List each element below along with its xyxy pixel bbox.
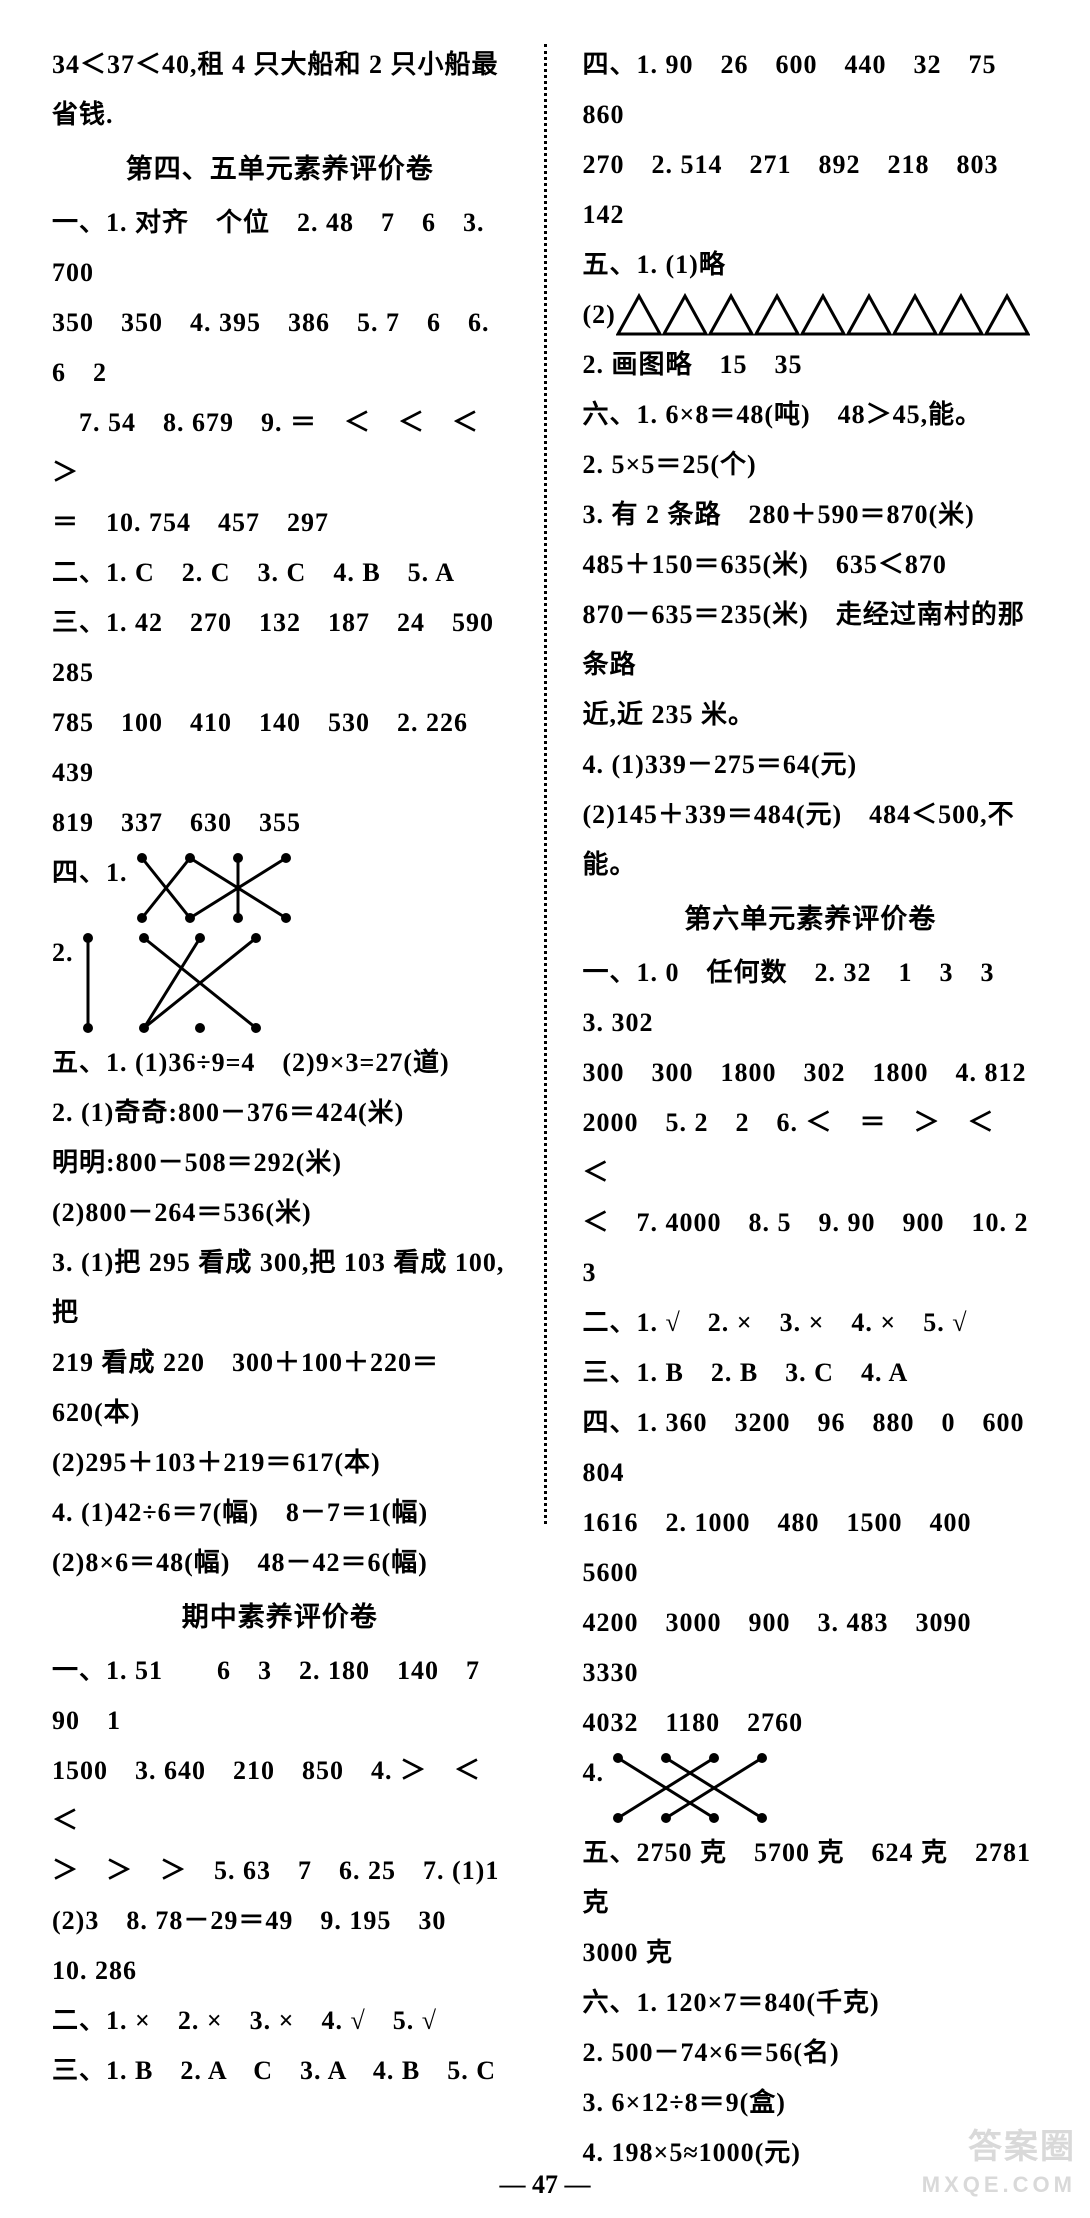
watermark: 答案圈 MXQE.COM — [922, 2128, 1076, 2204]
text-line: ＞ ＞ ＞ 5. 63 7 6. 25 7. (1)1 — [52, 1846, 508, 1896]
text-line: 近,近 235 米。 — [583, 690, 1039, 740]
text-line: ＜ 7. 4000 8. 5 9. 90 900 10. 2 3 — [583, 1198, 1039, 1298]
diagram-row: 2. — [52, 928, 508, 1038]
text-line: 870－635＝235(米) 走经过南村的那条路 — [583, 590, 1039, 690]
text-line: 明明:800－508＝292(米) — [52, 1138, 508, 1188]
text-line: 3. 有 2 条路 280＋590＝870(米) — [583, 490, 1039, 540]
text-line: 3. (1)把 295 看成 300,把 103 看成 100,把 — [52, 1238, 508, 1338]
text-line: 2. 画图略 15 35 — [583, 340, 1039, 390]
text-line: 2000 5. 2 2 6. ＜ ＝ ＞ ＜ ＜ — [583, 1098, 1039, 1198]
label: 2. — [52, 928, 74, 978]
text-line: 4. (1)42÷6＝7(幅) 8－7＝1(幅) — [52, 1488, 508, 1538]
text-line: 省钱. — [52, 90, 508, 140]
text-line: 34＜37＜40,租 4 只大船和 2 只小船最 — [52, 40, 508, 90]
diagram-row: 4. — [583, 1748, 1039, 1828]
triangle-row: (2) — [583, 290, 1039, 340]
section-heading: 第六单元素养评价卷 — [583, 894, 1039, 944]
text-line: 4. (1)339－275＝64(元) — [583, 740, 1039, 790]
text-line: 二、1. × 2. × 3. × 4. √ 5. √ — [52, 1996, 508, 2046]
watermark-top: 答案圈 — [922, 2128, 1076, 2166]
text-line: ＝ 10. 754 457 297 — [52, 498, 508, 548]
matching-diagram-3 — [604, 1748, 794, 1828]
text-line: 350 350 4. 395 386 5. 7 6 6. 6 2 — [52, 298, 508, 398]
text-line: 五、1. (1)略 — [583, 240, 1039, 290]
text-line: (2)800－264＝536(米) — [52, 1188, 508, 1238]
text-line: (2)145＋339＝484(元) 484＜500,不能。 — [583, 790, 1039, 890]
text-line: 4200 3000 900 3. 483 3090 3330 — [583, 1598, 1039, 1698]
page-number-value: 47 — [532, 2170, 558, 2199]
text-line: 四、1. 360 3200 96 880 0 600 804 — [583, 1398, 1039, 1498]
left-column: 34＜37＜40,租 4 只大船和 2 只小船最 省钱. 第四、五单元素养评价卷… — [52, 40, 508, 2178]
text-line: (2)295＋103＋219＝617(本) — [52, 1438, 508, 1488]
text-line: 五、2750 克 5700 克 624 克 2781 克 — [583, 1828, 1039, 1928]
text-line: 四、1. 90 26 600 440 32 75 860 — [583, 40, 1039, 140]
text-line: 三、1. B 2. A C 3. A 4. B 5. C — [52, 2046, 508, 2096]
label: (2) — [583, 290, 616, 340]
text-line: 1616 2. 1000 480 1500 400 5600 — [583, 1498, 1039, 1598]
matching-diagram-2 — [74, 928, 284, 1038]
section-heading: 第四、五单元素养评价卷 — [52, 144, 508, 194]
text-line: 五、1. (1)36÷9=4 (2)9×3=27(道) — [52, 1038, 508, 1088]
text-line: 7. 54 8. 679 9. ＝ ＜ ＜ ＜ ＞ — [52, 398, 508, 498]
text-line: 2. 5×5＝25(个) — [583, 440, 1039, 490]
text-line: 485＋150＝635(米) 635＜870 — [583, 540, 1039, 590]
triangles-icon-row — [616, 292, 1030, 338]
label: 四、1. — [52, 848, 128, 898]
page: 34＜37＜40,租 4 只大船和 2 只小船最 省钱. 第四、五单元素养评价卷… — [0, 0, 1090, 2218]
text-line: 3000 克 — [583, 1928, 1039, 1978]
text-line: 六、1. 120×7＝840(千克) — [583, 1978, 1039, 2028]
text-line: 2. 500－74×6＝56(名) — [583, 2028, 1039, 2078]
text-line: 一、1. 对齐 个位 2. 48 7 6 3. 700 — [52, 198, 508, 298]
text-line: (2)3 8. 78－29＝49 9. 195 30 10. 286 — [52, 1896, 508, 1996]
watermark-bottom: MXQE.COM — [922, 2166, 1076, 2204]
text-line: 2. (1)奇奇:800－376＝424(米) — [52, 1088, 508, 1138]
two-column-layout: 34＜37＜40,租 4 只大船和 2 只小船最 省钱. 第四、五单元素养评价卷… — [52, 40, 1038, 2178]
text-line: 300 300 1800 302 1800 4. 812 — [583, 1048, 1039, 1098]
text-line: 4032 1180 2760 — [583, 1698, 1039, 1748]
label: 4. — [583, 1748, 605, 1798]
text-line: 三、1. 42 270 132 187 24 590 285 — [52, 598, 508, 698]
right-column: 四、1. 90 26 600 440 32 75 860 270 2. 514 … — [583, 40, 1039, 2178]
matching-diagram-1 — [128, 848, 318, 928]
text-line: 219 看成 220 300＋100＋220＝620(本) — [52, 1338, 508, 1438]
text-line: 六、1. 6×8＝48(吨) 48＞45,能。 — [583, 390, 1039, 440]
text-line: 二、1. √ 2. × 3. × 4. × 5. √ — [583, 1298, 1039, 1348]
text-line: 1500 3. 640 210 850 4. ＞ ＜ ＜ — [52, 1746, 508, 1846]
text-line: 270 2. 514 271 892 218 803 142 — [583, 140, 1039, 240]
text-line: (2)8×6＝48(幅) 48－42＝6(幅) — [52, 1538, 508, 1588]
text-line: 一、1. 0 任何数 2. 32 1 3 3 3. 302 — [583, 948, 1039, 1048]
column-divider — [544, 44, 547, 1524]
text-line: 785 100 410 140 530 2. 226 439 — [52, 698, 508, 798]
text-line: 819 337 630 355 — [52, 798, 508, 848]
text-line: 三、1. B 2. B 3. C 4. A — [583, 1348, 1039, 1398]
diagram-row: 四、1. — [52, 848, 508, 928]
text-line: 一、1. 51 6 3 2. 180 140 7 90 1 — [52, 1646, 508, 1746]
text-line: 3. 6×12÷8＝9(盒) — [583, 2078, 1039, 2128]
text-line: 二、1. C 2. C 3. C 4. B 5. A — [52, 548, 508, 598]
